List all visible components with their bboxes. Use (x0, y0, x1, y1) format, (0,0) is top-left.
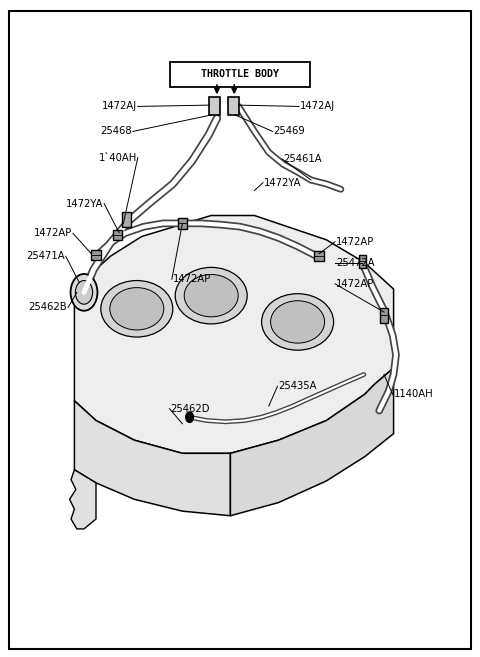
Ellipse shape (262, 294, 334, 350)
Bar (380, 308, 388, 323)
Polygon shape (230, 368, 394, 516)
Ellipse shape (271, 301, 324, 343)
Ellipse shape (110, 288, 164, 330)
Polygon shape (74, 215, 394, 453)
Text: 1472AJ: 1472AJ (102, 101, 137, 112)
Text: 25462B: 25462B (29, 302, 67, 313)
Text: 25462D: 25462D (170, 403, 210, 414)
Bar (122, 212, 131, 227)
Bar (113, 230, 122, 240)
Bar (178, 218, 187, 229)
Text: 25469: 25469 (274, 126, 305, 137)
Text: 1472AP: 1472AP (336, 237, 374, 247)
Text: 25468: 25468 (100, 126, 132, 137)
Circle shape (186, 412, 193, 422)
Text: 25435A: 25435A (278, 381, 317, 392)
Bar (359, 255, 366, 268)
Polygon shape (74, 401, 230, 516)
Ellipse shape (184, 275, 238, 317)
Text: THROTTLE BODY: THROTTLE BODY (201, 69, 279, 79)
Bar (170, 62, 310, 87)
Ellipse shape (175, 267, 247, 324)
Text: 1472AP: 1472AP (34, 228, 72, 238)
Text: 25461A: 25461A (283, 154, 322, 164)
Text: 25471A: 25471A (26, 251, 65, 261)
Text: 1472AP: 1472AP (173, 274, 211, 284)
Bar (314, 251, 324, 261)
Circle shape (71, 274, 97, 311)
Ellipse shape (101, 281, 173, 337)
Circle shape (75, 281, 93, 304)
Bar (228, 97, 239, 115)
Text: 1472AP: 1472AP (336, 279, 374, 289)
Text: 1472YA: 1472YA (264, 177, 301, 188)
Text: 25472A: 25472A (336, 258, 374, 268)
Text: 1472AJ: 1472AJ (300, 101, 335, 112)
Text: 1`40AH: 1`40AH (98, 152, 137, 163)
Polygon shape (70, 470, 96, 529)
Bar (209, 97, 220, 115)
Bar (91, 250, 101, 260)
Text: 1472YA: 1472YA (66, 198, 103, 209)
Text: 1140AH: 1140AH (394, 389, 433, 399)
